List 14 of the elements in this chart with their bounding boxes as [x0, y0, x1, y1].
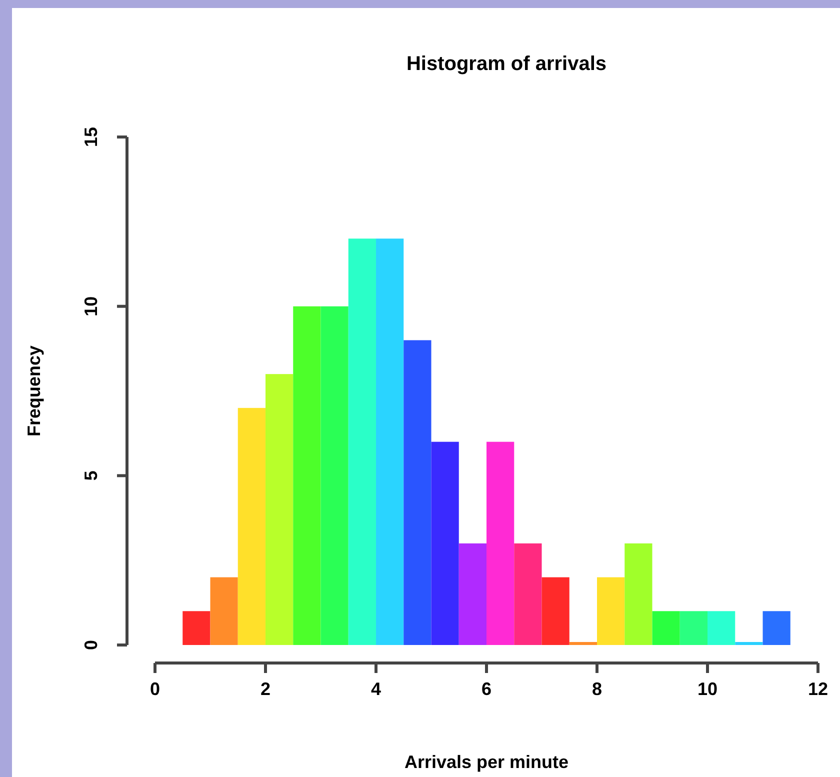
chart-title: Histogram of arrivals [406, 53, 607, 75]
x-axis-title: Arrivals per minute [404, 752, 569, 772]
x-tick-label: 6 [481, 679, 492, 699]
x-tick-label: 8 [592, 679, 602, 699]
y-tick-label: 10 [81, 296, 101, 316]
x-tick-label: 2 [260, 679, 271, 699]
y-axis-title: Frequency [24, 345, 44, 437]
x-tick-label: 4 [370, 679, 382, 699]
x-tick-label: 0 [150, 679, 160, 699]
y-tick-label: 5 [81, 470, 101, 481]
y-tick-label: 15 [81, 126, 101, 148]
y-tick-label: 0 [81, 640, 101, 650]
x-tick-label: 12 [808, 679, 828, 699]
x-tick-label: 10 [697, 679, 718, 699]
